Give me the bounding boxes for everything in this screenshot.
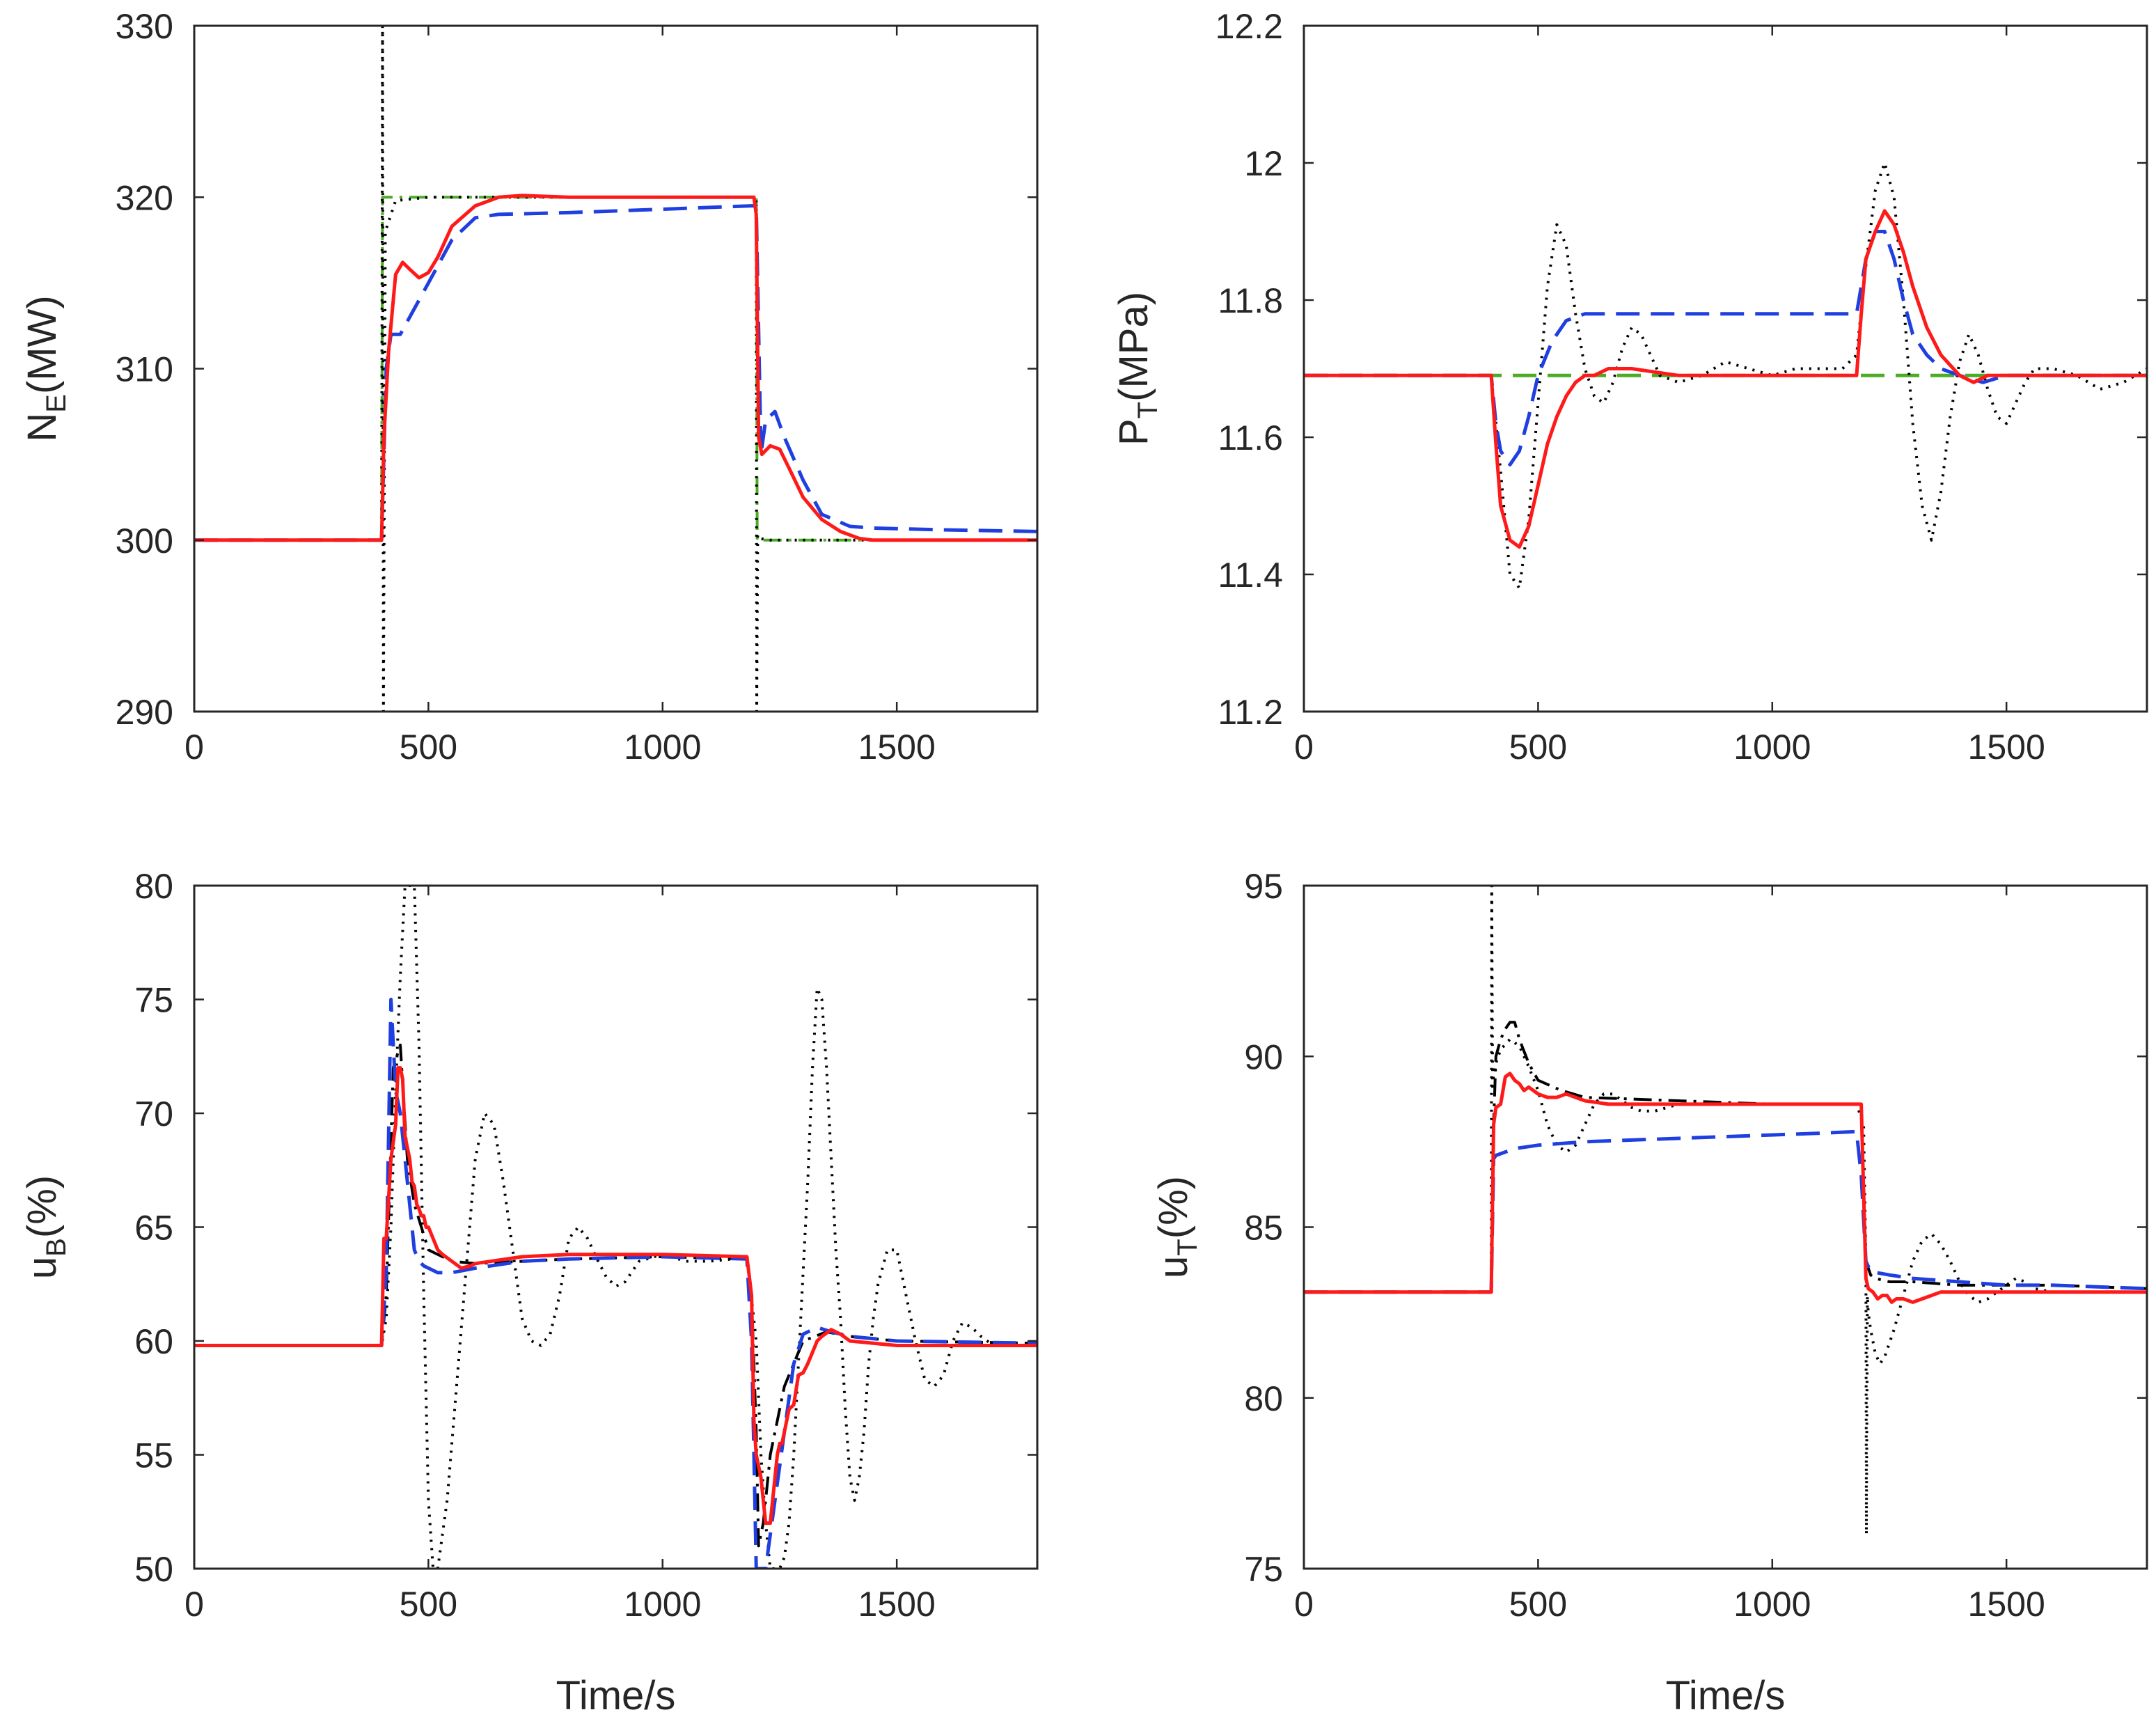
panel-pt: 0 500 1000 1500 11.2 11.4 11.6 11.8 12 12.2 PT(MP… — [1111, 7, 2148, 767]
x-axis-label: Time/s — [556, 1673, 676, 1718]
y-tick-label: 90 — [1244, 1037, 1283, 1076]
y-tick-label: 290 — [116, 693, 173, 732]
series-line-solid — [194, 194, 1037, 542]
x-tick-label: 1000 — [624, 1585, 701, 1624]
y-tick-label: 330 — [116, 7, 173, 46]
y-axis-label: NE(MW) — [19, 295, 72, 441]
y-tick-label: 310 — [116, 350, 173, 389]
series-line-solid — [1304, 209, 2147, 549]
series-line-dashed — [1304, 1129, 2147, 1294]
y-tick-label: 12.2 — [1215, 7, 1283, 46]
y-tick-label: 300 — [116, 521, 173, 560]
x-tick-label: 0 — [1294, 728, 1314, 767]
series-line-dashed — [194, 998, 1037, 1569]
y-tick-label: 50 — [134, 1550, 173, 1589]
x-tick-label: 1000 — [1733, 728, 1811, 767]
x-tick-label: 500 — [1509, 1585, 1567, 1624]
series-line-dashed — [1304, 230, 2147, 466]
y-tick-label: 12 — [1244, 144, 1283, 183]
series-line-solid — [1304, 1072, 2147, 1304]
panel-ne: 0 500 1000 1500 290 300 310 320 330 NE(MW) — [19, 7, 1039, 767]
y-tick-label: 80 — [1244, 1379, 1283, 1418]
series-line-dotted — [1304, 162, 2147, 590]
y-tick-label: 95 — [1244, 867, 1283, 906]
y-tick-label: 70 — [134, 1095, 173, 1133]
x-tick-label: 0 — [184, 728, 204, 767]
y-tick-label: 75 — [1244, 1550, 1283, 1589]
plot-frame — [1303, 24, 2148, 713]
y-tick-label: 85 — [1244, 1209, 1283, 1248]
y-tick-label: 80 — [134, 867, 173, 906]
y-tick-label: 65 — [134, 1209, 173, 1248]
x-tick-label: 1000 — [624, 728, 701, 767]
series-line-dotted — [194, 886, 1037, 1569]
y-tick-label: 11.2 — [1218, 693, 1283, 732]
x-tick-label: 0 — [184, 1585, 204, 1624]
panel-ub: 0 500 1000 1500 50 55 60 65 70 75 80 uB(%) Time/s — [19, 867, 1039, 1718]
y-tick-label: 11.4 — [1218, 556, 1283, 595]
y-tick-label: 60 — [134, 1322, 173, 1361]
x-tick-label: 500 — [400, 728, 457, 767]
y-axis-label: uT(%) — [1151, 1176, 1203, 1278]
series-line-dashed — [194, 204, 1037, 542]
y-tick-label: 11.8 — [1218, 281, 1283, 320]
y-tick-label: 75 — [134, 981, 173, 1020]
x-tick-label: 1000 — [1733, 1585, 1811, 1624]
y-axis-label: uB(%) — [19, 1175, 72, 1279]
panel-ut: 0 500 1000 1500 75 80 85 90 95 uT(%) Time/s — [1151, 867, 2148, 1718]
x-tick-label: 0 — [1294, 1585, 1314, 1624]
y-tick-label: 11.6 — [1218, 418, 1283, 457]
x-tick-label: 500 — [1509, 728, 1567, 767]
x-tick-label: 1500 — [1968, 1585, 2045, 1624]
y-tick-label: 55 — [134, 1436, 173, 1475]
y-axis-label: PT(MPa) — [1111, 292, 1163, 446]
x-tick-label: 1500 — [858, 728, 936, 767]
y-tick-label: 320 — [116, 178, 173, 217]
series-line-solid — [194, 1066, 1037, 1525]
x-tick-label: 1500 — [858, 1585, 936, 1624]
x-tick-label: 500 — [400, 1585, 457, 1624]
x-tick-label: 1500 — [1968, 728, 2045, 767]
x-axis-label: Time/s — [1666, 1673, 1786, 1718]
